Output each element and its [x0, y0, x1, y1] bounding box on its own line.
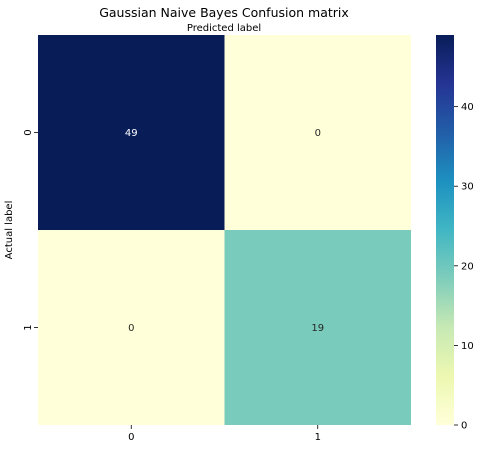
colorbar-tick-label: 20: [461, 261, 474, 272]
colorbar-tick-label: 10: [461, 341, 474, 352]
y-tick-label: 0: [23, 129, 34, 135]
y-axis-ticks: 01: [23, 129, 38, 330]
cell-value-label: 0: [128, 323, 134, 334]
x-axis-label: Predicted label: [187, 23, 261, 34]
colorbar-ticks: 0 10 20 30 40: [454, 102, 474, 431]
cell-value-label: 49: [125, 128, 138, 139]
colorbar: [436, 35, 454, 425]
colorbar-tick-label: 40: [461, 102, 474, 113]
colorbar-tick-label: 0: [461, 421, 467, 432]
cell-value-label: 19: [311, 323, 324, 334]
chart-title: Gaussian Naive Bayes Confusion matrix: [99, 5, 349, 20]
colorbar-tick-label: 30: [461, 182, 474, 193]
heatmap-cells: [38, 35, 411, 425]
x-tick-label: 1: [315, 432, 321, 443]
cell-value-label: 0: [315, 128, 321, 139]
y-tick-label: 1: [23, 324, 34, 330]
y-axis-label: Actual label: [4, 201, 15, 260]
x-tick-label: 0: [128, 432, 134, 443]
